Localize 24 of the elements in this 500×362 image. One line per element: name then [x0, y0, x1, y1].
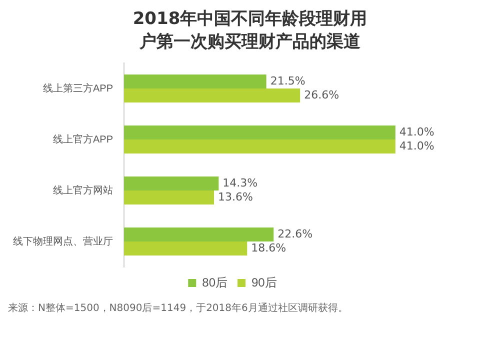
- data-label: 18.6%: [251, 241, 286, 254]
- data-label: 41.0%: [399, 139, 434, 152]
- chart-title: 2018年中国不同年龄段理财用户第一次购买理财产品的渠道: [132, 8, 368, 54]
- bar: [124, 190, 214, 205]
- bar: [124, 140, 396, 154]
- y-tick-label: 线下物理网点、营业厅: [13, 235, 113, 248]
- y-tick-label: 线上官方APP: [52, 133, 114, 146]
- data-label: 41.0%: [399, 125, 434, 138]
- legend-label: 80后: [202, 275, 228, 290]
- data-label: 14.3%: [222, 176, 258, 190]
- data-label: 22.6%: [278, 227, 313, 240]
- data-label: 26.6%: [304, 88, 340, 102]
- data-label: 13.6%: [218, 190, 253, 204]
- y-tick-label: 线上第三方APP: [42, 82, 114, 94]
- bar: [124, 176, 219, 190]
- bar: [124, 125, 396, 140]
- source-note: 来源：N整体=1500，N8090后=1149，于2018年6月通过社区调研获得。: [8, 302, 349, 315]
- legend-label: 90后: [252, 275, 277, 290]
- bar: [124, 74, 266, 88]
- bar: [124, 242, 248, 256]
- y-tick-label: 线上官方网站: [53, 184, 113, 196]
- bar: [124, 227, 274, 242]
- bar: [124, 88, 300, 103]
- data-label: 21.5%: [270, 74, 306, 88]
